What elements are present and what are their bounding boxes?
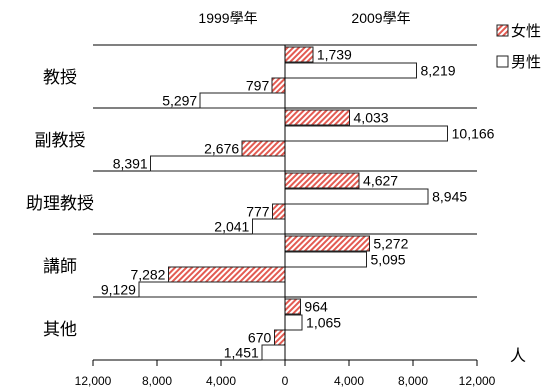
- bar-1999-male-professor: [199, 92, 286, 109]
- value-label-2009-female-lecturer: 5,272: [373, 236, 408, 252]
- bar-1999-female-associate-professor: [241, 140, 286, 157]
- value-label-2009-male-lecturer: 5,095: [371, 252, 406, 268]
- x-tick-label: 8,000: [142, 374, 172, 388]
- x-tick-label: 12,000: [459, 374, 496, 388]
- bar-2009-male-assistant-professor: [284, 188, 429, 205]
- value-label-2009-male-professor: 8,219: [421, 63, 456, 79]
- category-label-professor: 教授: [43, 68, 77, 87]
- category-label-associate-professor: 副教授: [35, 131, 86, 150]
- bar-2009-male-lecturer: [284, 251, 368, 268]
- bar-2009-female-other: [284, 298, 301, 315]
- unit-label: 人: [510, 347, 526, 365]
- value-label-2009-female-other: 964: [304, 299, 328, 315]
- value-label-2009-female-assistant-professor: 4,627: [363, 173, 398, 189]
- legend-female-label: 女性: [511, 22, 541, 40]
- legend: 女性 男性: [496, 22, 541, 71]
- bar-2009-male-other: [284, 314, 303, 331]
- year-header-2009: 2009學年: [351, 10, 410, 26]
- value-label-2009-male-other: 1,065: [306, 315, 341, 331]
- x-axis: 12,000 8,000 4,000 0 4,000 8,000 12,000: [75, 45, 496, 388]
- x-tick-label: 0: [282, 374, 289, 388]
- category-label-other: 其他: [43, 320, 77, 339]
- bars: 797 2,676 777 7,282 670 5,297 8,391 2,041 9,129 1…: [101, 46, 495, 361]
- bar-1999-female-other: [273, 329, 286, 346]
- bar-1999-male-assistant-professor: [251, 218, 286, 235]
- bar-2009-male-professor: [284, 62, 418, 79]
- value-label-2009-male-associate-professor: 10,166: [452, 126, 495, 142]
- value-label-1999-female-associate-professor: 2,676: [204, 141, 239, 157]
- bar-2009-female-professor: [284, 46, 314, 63]
- value-label-1999-female-other: 670: [248, 330, 272, 346]
- legend-female-swatch: [496, 24, 509, 37]
- bar-2009-female-lecturer: [284, 235, 370, 252]
- bar-1999-male-lecturer: [138, 281, 286, 298]
- legend-male-swatch: [496, 55, 509, 68]
- value-label-1999-male-lecturer: 9,129: [101, 282, 136, 298]
- value-label-1999-female-assistant-professor: 777: [246, 204, 270, 220]
- bar-2009-female-assistant-professor: [284, 172, 360, 189]
- x-tick-label: 12,000: [75, 374, 112, 388]
- bar-1999-male-other: [261, 344, 286, 361]
- value-label-1999-male-other: 1,451: [224, 345, 259, 361]
- bar-2009-male-associate-professor: [284, 125, 449, 142]
- value-label-2009-female-associate-professor: 4,033: [354, 110, 389, 126]
- category-label-lecturer: 講師: [43, 257, 77, 276]
- year-header-1999: 1999學年: [198, 10, 257, 26]
- bar-1999-female-assistant-professor: [272, 203, 286, 220]
- x-tick-label: 8,000: [398, 374, 428, 388]
- bar-1999-female-professor: [271, 77, 286, 94]
- bar-1999-female-lecturer: [167, 266, 286, 283]
- category-label-assistant-professor: 助理教授: [26, 194, 94, 213]
- value-label-2009-female-professor: 1,739: [317, 47, 352, 63]
- legend-male-label: 男性: [511, 54, 541, 71]
- value-label-1999-male-professor: 5,297: [162, 93, 197, 109]
- value-label-1999-male-associate-professor: 8,391: [113, 156, 148, 172]
- x-tick-label: 4,000: [334, 374, 364, 388]
- value-label-2009-male-assistant-professor: 8,945: [432, 189, 467, 205]
- value-label-1999-female-lecturer: 7,282: [130, 267, 165, 283]
- bar-1999-male-associate-professor: [150, 155, 286, 172]
- bar-2009-female-associate-professor: [284, 109, 351, 126]
- value-label-1999-female-professor: 797: [246, 78, 270, 94]
- x-tick-label: 4,000: [206, 374, 236, 388]
- value-label-1999-male-assistant-professor: 2,041: [214, 219, 249, 235]
